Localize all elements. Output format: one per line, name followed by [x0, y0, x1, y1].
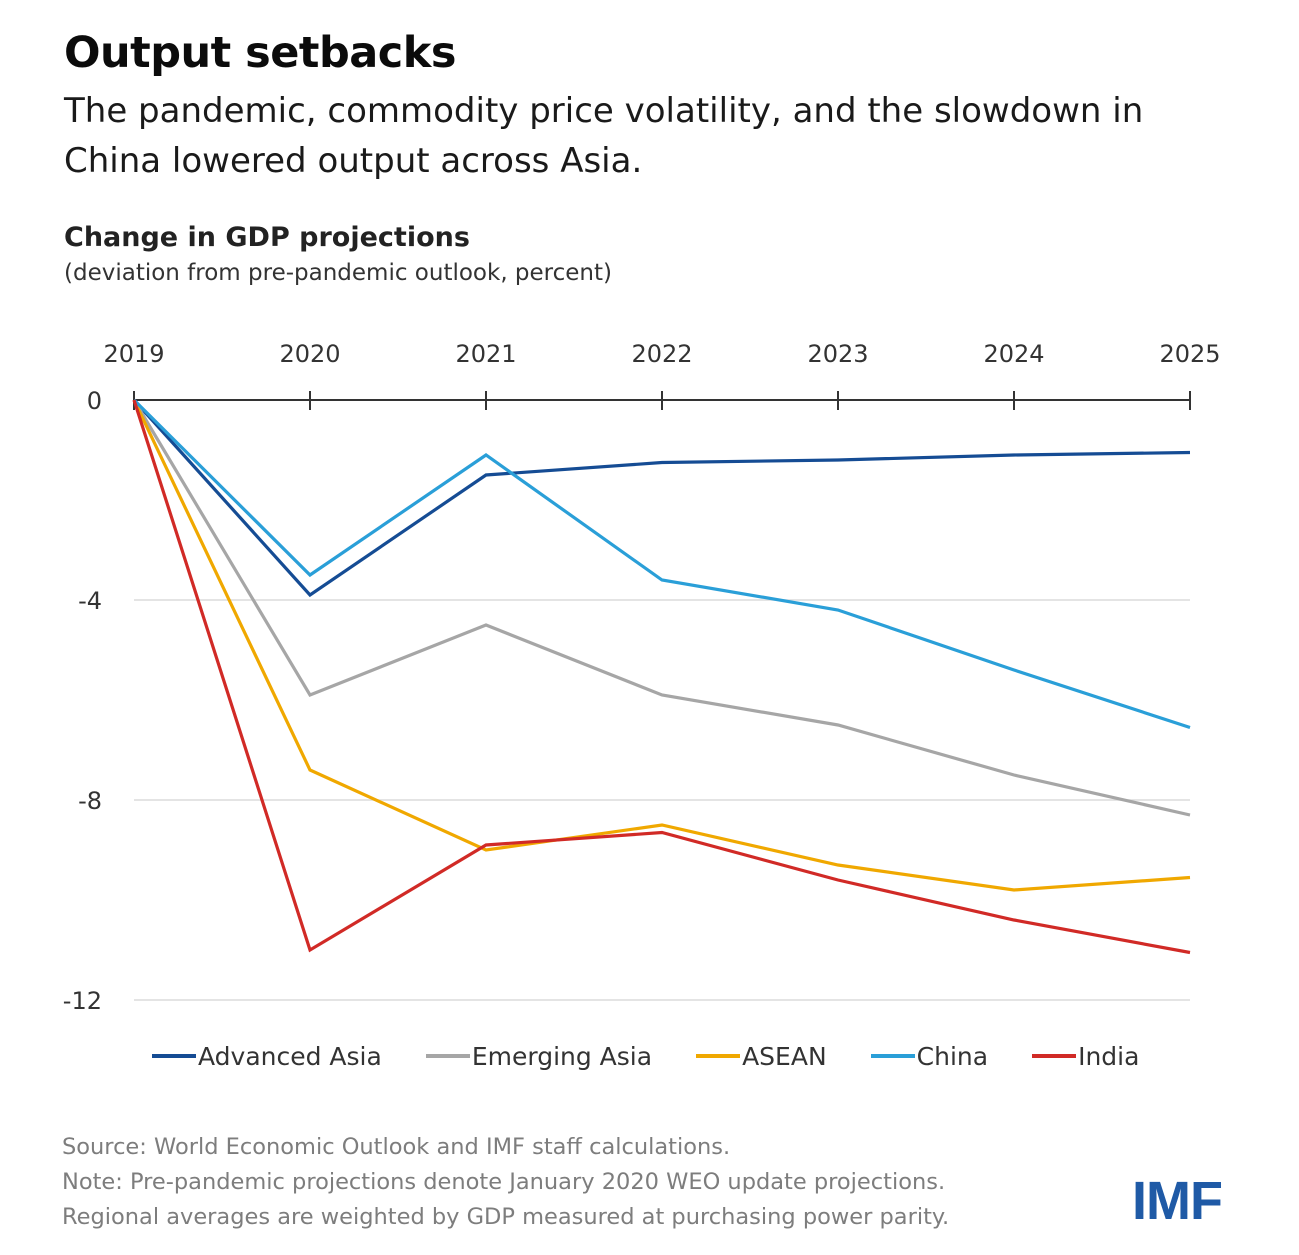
page-subtitle: The pandemic, commodity price volatility…	[64, 91, 1144, 181]
y-tick-label: -8	[78, 787, 102, 815]
imf-logo: IMF	[1132, 1171, 1223, 1231]
legend-item-china: China	[870, 1041, 989, 1071]
legend-item-asean: ASEAN	[696, 1042, 827, 1071]
x-tick-label: 2022	[631, 340, 692, 368]
x-tick-label: 2019	[103, 340, 164, 368]
legend-swatch	[1032, 1054, 1077, 1058]
series-line-china	[132, 398, 1191, 730]
legend-label: ASEAN	[742, 1041, 827, 1071]
page-title: Output setbacks	[64, 28, 456, 78]
chart-legend: Advanced Asia Emerging Asia ASEAN China Indi…	[152, 1036, 1183, 1076]
source-text: Source: World Economic Outlook and IMF s…	[62, 1134, 731, 1160]
note-text-line-2: Regional averages are weighted by GDP me…	[62, 1204, 950, 1230]
legend-swatch	[425, 1054, 470, 1058]
note-text-line-1: Note: Pre-pandemic projections denote Ja…	[62, 1169, 946, 1195]
legend-swatch	[870, 1054, 915, 1058]
legend-label: Emerging Asia	[471, 1041, 653, 1071]
x-tick-label: 2025	[1159, 340, 1220, 368]
x-tick-label: 2024	[983, 340, 1044, 368]
series-line-advanced-asia	[132, 398, 1191, 598]
x-tick-label: 2021	[455, 340, 516, 368]
legend-label: Advanced Asia	[198, 1041, 382, 1071]
series-line-asean	[132, 399, 1191, 892]
x-tick-label: 2020	[279, 340, 340, 368]
y-tick-label: 0	[87, 387, 102, 415]
legend-label: China	[916, 1041, 989, 1071]
chart-subtitle: (deviation from pre-pandemic outlook, pe…	[64, 260, 613, 286]
legend-item-emerging-asia: Emerging Asia	[425, 1041, 653, 1071]
chart-title: Change in GDP projections	[64, 222, 470, 253]
legend-item-india: India	[1032, 1042, 1139, 1071]
y-tick-label: -12	[63, 987, 102, 1015]
footer-notes: Source: World Economic Outlook and IMF s…	[62, 1130, 949, 1235]
legend-swatch	[696, 1054, 741, 1058]
legend-item-advanced-asia: Advanced Asia	[152, 1042, 382, 1071]
series-line-emerging-asia	[132, 399, 1191, 817]
legend-label: India	[1078, 1041, 1140, 1071]
series-line-india	[132, 399, 1191, 955]
y-tick-label: -4	[78, 587, 102, 615]
legend-swatch	[152, 1054, 196, 1058]
x-tick-label: 2023	[807, 340, 868, 368]
